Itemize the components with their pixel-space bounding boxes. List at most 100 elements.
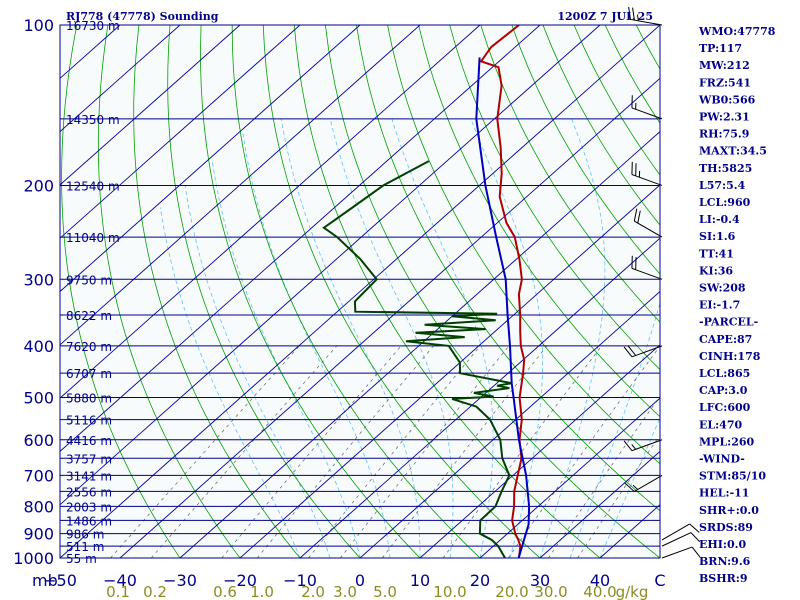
index-value: -PARCEL- bbox=[699, 316, 758, 329]
index-value: MW:212 bbox=[699, 59, 750, 72]
height-label: 9750 m bbox=[66, 273, 112, 287]
height-label: 11040 m bbox=[66, 231, 120, 245]
dewpoint-line bbox=[322, 160, 512, 558]
stability-indices: WMO:47778 TP:117 MW:212 FRZ:541 WB0:566 PW:2.… bbox=[698, 25, 776, 585]
index-value: PW:2.31 bbox=[699, 111, 750, 124]
mixing-ratio-unit: g/kg bbox=[616, 583, 649, 600]
moist-adiabat bbox=[211, 160, 361, 558]
mixing-ratio-label: 5.0 bbox=[373, 583, 397, 600]
mixing-ratio-label: 20.0 bbox=[495, 583, 528, 600]
temperature-line bbox=[479, 25, 526, 558]
index-value: CAPE:87 bbox=[699, 333, 752, 346]
isotherm bbox=[239, 184, 660, 558]
mixing-ratio-label: 30.0 bbox=[534, 583, 567, 600]
moist-adiabat bbox=[391, 118, 494, 558]
index-value: WB0:566 bbox=[698, 93, 756, 106]
pressure-tick-label: 500 bbox=[23, 389, 54, 408]
temperature-tick-label: 20 bbox=[470, 571, 490, 590]
moist-adiabat bbox=[539, 118, 606, 558]
isotherm bbox=[60, 25, 241, 186]
pressure-tick-label: 1000 bbox=[13, 549, 54, 568]
index-value: MPL:260 bbox=[699, 435, 755, 448]
pressure-tick-label: 800 bbox=[23, 497, 54, 516]
pressure-tick-label: 300 bbox=[23, 270, 54, 289]
index-value: STM:85/10 bbox=[699, 470, 766, 483]
temperature-tick-label: 40 bbox=[590, 571, 610, 590]
index-value: HEL:-11 bbox=[699, 487, 749, 500]
plot-frame bbox=[59, 24, 661, 559]
mixing-ratio-label: 40.0 bbox=[583, 583, 616, 600]
index-value: SHR+:0.0 bbox=[699, 504, 759, 517]
isotherm bbox=[179, 130, 660, 558]
height-label: 2556 m bbox=[66, 485, 112, 499]
temperature-tick-label: −30 bbox=[163, 571, 197, 590]
pressure-unit-label: mb bbox=[32, 571, 58, 590]
index-value: SRDS:89 bbox=[699, 521, 753, 534]
mixing-ratio-label: 0.2 bbox=[143, 583, 167, 600]
pressure-tick-label: 200 bbox=[23, 176, 54, 195]
moist-adiabat bbox=[599, 416, 660, 558]
isotherm bbox=[60, 25, 421, 346]
moist-adiabat bbox=[280, 118, 421, 558]
isotherm bbox=[60, 25, 361, 293]
moist-adiabat bbox=[242, 133, 391, 558]
index-value: SI:1.6 bbox=[699, 230, 736, 243]
valid-time: 1200Z 7 JUL 25 bbox=[557, 10, 653, 23]
index-value: CAP:3.0 bbox=[699, 384, 748, 397]
height-label: 5116 m bbox=[66, 414, 112, 428]
index-value: BSHR:9 bbox=[699, 572, 748, 585]
temperature-tick-label: −50 bbox=[43, 571, 77, 590]
isotherm bbox=[60, 25, 660, 558]
temperature-tick-label: 30 bbox=[530, 571, 550, 590]
wind-barb bbox=[631, 161, 663, 186]
height-label: 6707 m bbox=[66, 367, 112, 381]
index-value: FRZ:541 bbox=[699, 76, 751, 89]
index-value: L57:5.4 bbox=[699, 179, 746, 192]
profile-lines bbox=[322, 25, 531, 558]
index-value: CINH:178 bbox=[699, 350, 761, 363]
index-value: LFC:600 bbox=[699, 401, 751, 414]
moist-adiabat bbox=[470, 118, 544, 558]
index-value: TH:5825 bbox=[699, 162, 752, 175]
mixing-ratio-label: 0.6 bbox=[213, 583, 237, 600]
temperature-tick-label: −40 bbox=[103, 571, 137, 590]
wind-barbs bbox=[623, 6, 701, 559]
temperature-unit-label: C bbox=[654, 571, 665, 590]
isotherm bbox=[299, 237, 660, 558]
pressure-tick-label: 900 bbox=[23, 525, 54, 544]
height-label: 55 m bbox=[66, 552, 97, 566]
isotherm bbox=[539, 450, 660, 558]
isotherm bbox=[479, 397, 660, 558]
index-value: LI:-0.4 bbox=[699, 213, 740, 226]
isotherm bbox=[60, 25, 181, 133]
wind-barb bbox=[661, 523, 700, 541]
pressure-tick-label: 100 bbox=[23, 16, 54, 35]
index-value: RH:75.9 bbox=[699, 128, 749, 141]
height-label: 986 m bbox=[66, 528, 104, 542]
isotherm bbox=[60, 25, 481, 399]
wind-barb bbox=[631, 95, 663, 120]
temperature-tick-label: −10 bbox=[283, 571, 317, 590]
index-value: SW:208 bbox=[699, 282, 746, 295]
index-value: EL:470 bbox=[699, 418, 742, 431]
index-value: TP:117 bbox=[699, 42, 742, 55]
isotherm bbox=[60, 25, 601, 506]
temperature-tick-label: 10 bbox=[410, 571, 430, 590]
height-label: 7620 m bbox=[66, 340, 112, 354]
height-label: 1486 m bbox=[66, 514, 112, 528]
height-label: 3757 m bbox=[66, 452, 112, 466]
mixing-ratio-label: 0.1 bbox=[106, 583, 130, 600]
pressure-tick-label: 600 bbox=[23, 431, 54, 450]
wind-barb bbox=[661, 532, 701, 547]
height-label: 3141 m bbox=[66, 469, 112, 483]
index-value: EI:-1.7 bbox=[699, 299, 740, 312]
temperature-tick-label: −20 bbox=[223, 571, 257, 590]
height-label: 16730 m bbox=[66, 19, 120, 33]
index-value: EHI:0.0 bbox=[699, 538, 746, 551]
height-label: 2003 m bbox=[66, 500, 112, 514]
moist-adiabat bbox=[329, 118, 454, 558]
pressure-tick-label: 700 bbox=[23, 466, 54, 485]
wind-barb bbox=[631, 255, 663, 280]
isotherm bbox=[119, 77, 660, 558]
